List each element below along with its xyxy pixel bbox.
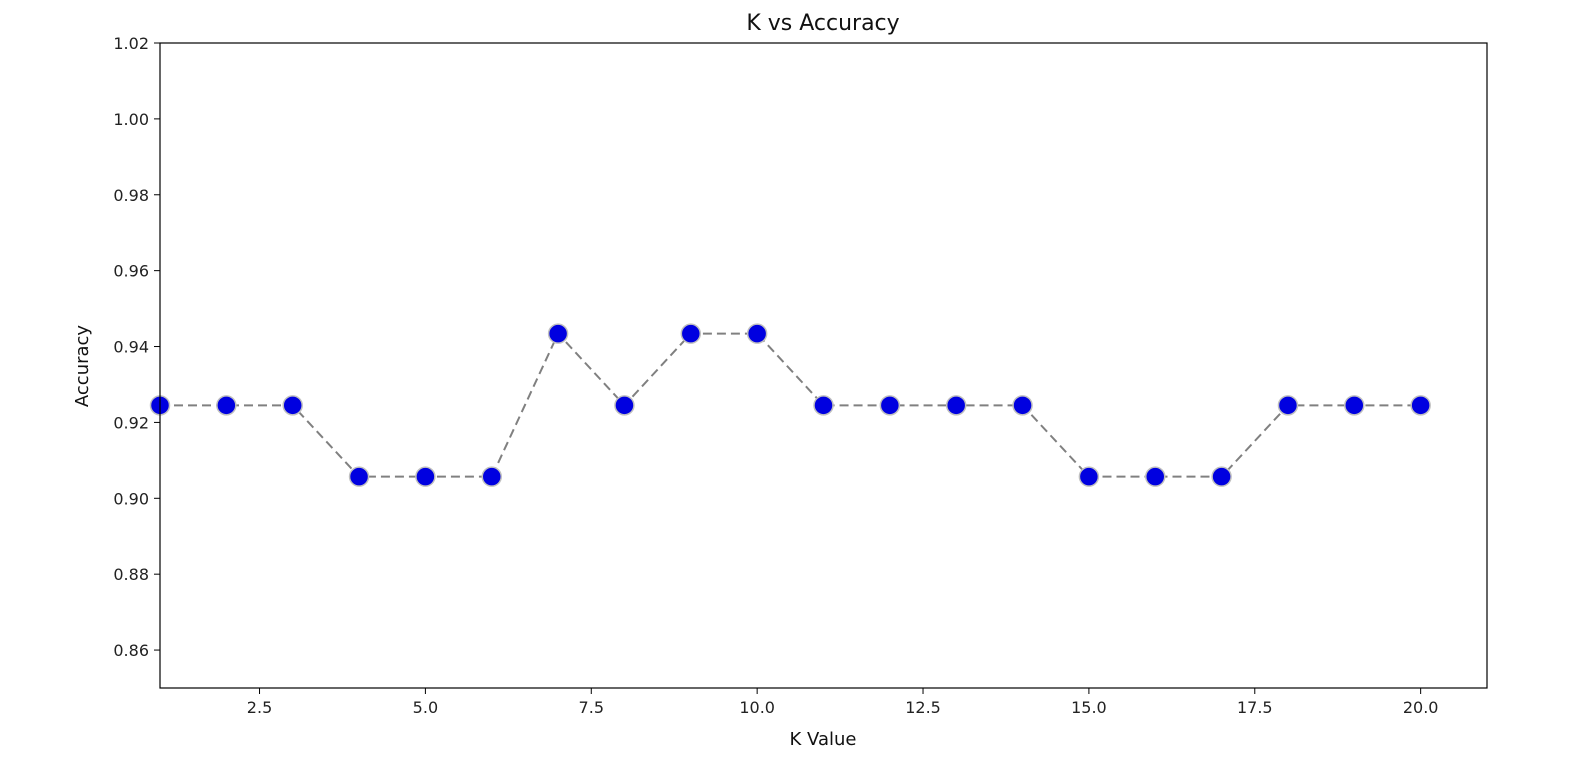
data-point xyxy=(282,395,303,416)
data-point xyxy=(879,395,901,416)
data-point xyxy=(813,395,834,416)
y-tick-label: 0.98 xyxy=(113,186,149,205)
data-point xyxy=(481,466,502,487)
x-tick-label: 2.5 xyxy=(247,698,272,717)
x-tick-label: 10.0 xyxy=(739,698,775,717)
data-point xyxy=(945,395,967,416)
y-tick-label: 0.90 xyxy=(113,489,149,508)
plot-area xyxy=(160,43,1487,688)
data-point xyxy=(1344,395,1365,416)
y-tick-label: 0.86 xyxy=(113,641,149,660)
y-tick-label: 0.94 xyxy=(113,338,149,357)
x-tick-label: 15.0 xyxy=(1071,698,1107,717)
data-point xyxy=(1211,466,1232,487)
y-tick-label: 1.00 xyxy=(113,110,149,129)
series-layer xyxy=(149,323,1431,487)
data-point xyxy=(216,395,237,416)
data-point xyxy=(1078,466,1100,487)
series-line xyxy=(160,331,1421,478)
data-point xyxy=(1277,395,1299,416)
chart-title: K vs Accuracy xyxy=(746,11,899,36)
data-point xyxy=(746,323,768,344)
plot-frame xyxy=(159,42,1488,689)
data-point xyxy=(1410,395,1431,416)
y-tick-label: 0.88 xyxy=(113,565,149,584)
y-tick-label: 1.02 xyxy=(113,34,149,53)
y-axis-ticks: 0.86 0.88 0.90 0.92 0.94 0.96 0.98 1.00 1.02 xyxy=(113,34,160,660)
data-point xyxy=(1012,395,1033,416)
data-point xyxy=(415,466,436,487)
y-tick-label: 0.96 xyxy=(113,262,149,281)
data-point xyxy=(348,466,370,487)
data-point xyxy=(547,323,569,344)
y-axis-title: Accuracy xyxy=(72,325,93,408)
data-point xyxy=(680,323,702,344)
x-tick-label: 7.5 xyxy=(579,698,604,717)
y-tick-label: 0.92 xyxy=(113,413,149,432)
data-point xyxy=(1145,466,1166,487)
x-tick-label: 17.5 xyxy=(1237,698,1273,717)
x-axis-title: K Value xyxy=(790,729,857,750)
x-tick-label: 5.0 xyxy=(413,698,438,717)
x-tick-label: 20.0 xyxy=(1403,698,1439,717)
data-point xyxy=(614,395,635,416)
x-axis-ticks: 2.5 5.0 7.5 10.0 12.5 15.0 17.5 20.0 xyxy=(247,688,1439,717)
x-tick-label: 12.5 xyxy=(905,698,941,717)
